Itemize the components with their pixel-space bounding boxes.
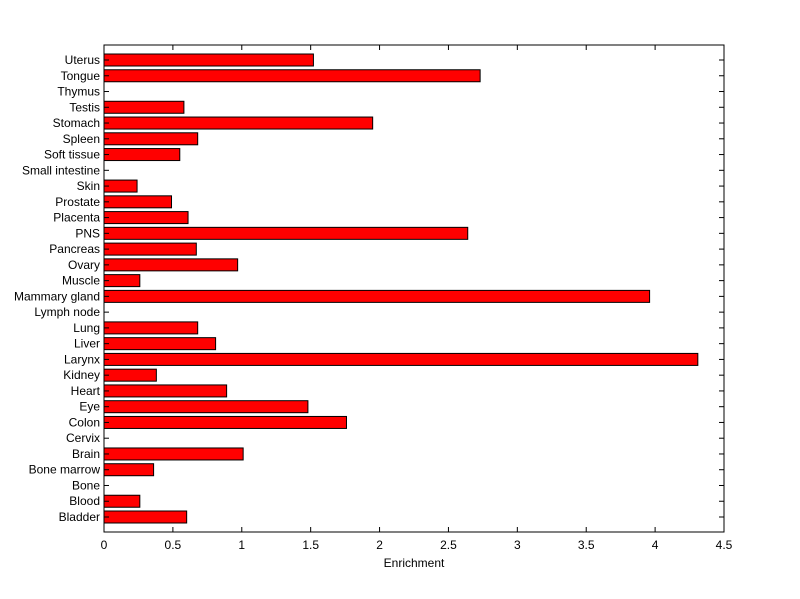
- y-tick-label-testis: Testis: [69, 100, 100, 114]
- y-tick-label-bone: Bone: [72, 478, 100, 492]
- y-tick-label-soft-tissue: Soft tissue: [44, 148, 100, 162]
- y-tick-label-skin: Skin: [77, 179, 100, 193]
- x-tick-label: 0: [101, 538, 108, 552]
- y-tick-label-tongue: Tongue: [61, 69, 101, 83]
- y-tick-label-muscle: Muscle: [62, 274, 100, 288]
- x-tick-label: 1.5: [302, 538, 319, 552]
- x-tick-label: 2: [376, 538, 383, 552]
- y-tick-label-liver: Liver: [74, 337, 100, 351]
- bar-liver: [103, 337, 217, 351]
- y-tick-label-cervix: Cervix: [66, 431, 100, 445]
- bar-brain: [103, 447, 244, 461]
- y-tick-label-small-intestine: Small intestine: [22, 163, 100, 177]
- y-tick-label-pancreas: Pancreas: [49, 242, 100, 256]
- y-tick-label-pns: PNS: [75, 226, 100, 240]
- y-tick-label-ovary: Ovary: [68, 258, 100, 272]
- plot-frame: [103, 44, 725, 533]
- y-tick-label-bladder: Bladder: [59, 510, 100, 524]
- bar-soft-tissue: [103, 148, 181, 162]
- x-tick-label: 0.5: [165, 538, 182, 552]
- bar-heart: [103, 384, 228, 398]
- bar-tongue: [103, 69, 481, 83]
- y-tick-label-stomach: Stomach: [53, 116, 100, 130]
- bar-larynx: [103, 352, 699, 366]
- y-tick-label-prostate: Prostate: [55, 195, 100, 209]
- y-tick-label-blood: Blood: [69, 494, 100, 508]
- bar-eye: [103, 400, 309, 414]
- bar-mammary-gland: [103, 289, 651, 303]
- bar-uterus: [103, 53, 314, 67]
- bar-pns: [103, 226, 469, 240]
- y-tick-label-bone-marrow: Bone marrow: [29, 463, 101, 477]
- bar-muscle: [103, 274, 141, 288]
- bar-lung: [103, 321, 199, 335]
- bar-testis: [103, 100, 185, 114]
- y-tick-label-eye: Eye: [79, 400, 100, 414]
- bar-blood: [103, 494, 141, 508]
- y-tick-label-lung: Lung: [73, 321, 100, 335]
- bar-pancreas: [103, 242, 197, 256]
- bar-stomach: [103, 116, 374, 130]
- y-tick-label-larynx: Larynx: [64, 352, 100, 366]
- x-tick-label: 4: [652, 538, 659, 552]
- y-tick-label-kidney: Kidney: [63, 368, 100, 382]
- bar-spleen: [103, 132, 199, 146]
- y-tick-label-brain: Brain: [72, 447, 100, 461]
- bar-prostate: [103, 195, 173, 209]
- y-tick-label-spleen: Spleen: [63, 132, 100, 146]
- bar-placenta: [103, 211, 189, 225]
- bar-bladder: [103, 510, 188, 524]
- x-tick-label: 4.5: [716, 538, 733, 552]
- y-tick-label-thymus: Thymus: [57, 85, 100, 99]
- bar-ovary: [103, 258, 239, 272]
- y-tick-label-heart: Heart: [71, 384, 101, 398]
- y-tick-label-lymph-node: Lymph node: [34, 305, 100, 319]
- bar-bone-marrow: [103, 463, 155, 477]
- y-tick-label-uterus: Uterus: [65, 53, 100, 67]
- x-tick-label: 2.5: [440, 538, 457, 552]
- y-tick-label-mammary-gland: Mammary gland: [14, 289, 100, 303]
- y-tick-label-placenta: Placenta: [53, 211, 100, 225]
- x-tick-label: 1: [238, 538, 245, 552]
- x-tick-label: 3.5: [578, 538, 595, 552]
- y-tick-label-colon: Colon: [69, 415, 100, 429]
- x-tick-label: 3: [514, 538, 521, 552]
- bar-colon: [103, 415, 347, 429]
- bar-kidney: [103, 368, 157, 382]
- x-axis-title: Enrichment: [384, 556, 445, 570]
